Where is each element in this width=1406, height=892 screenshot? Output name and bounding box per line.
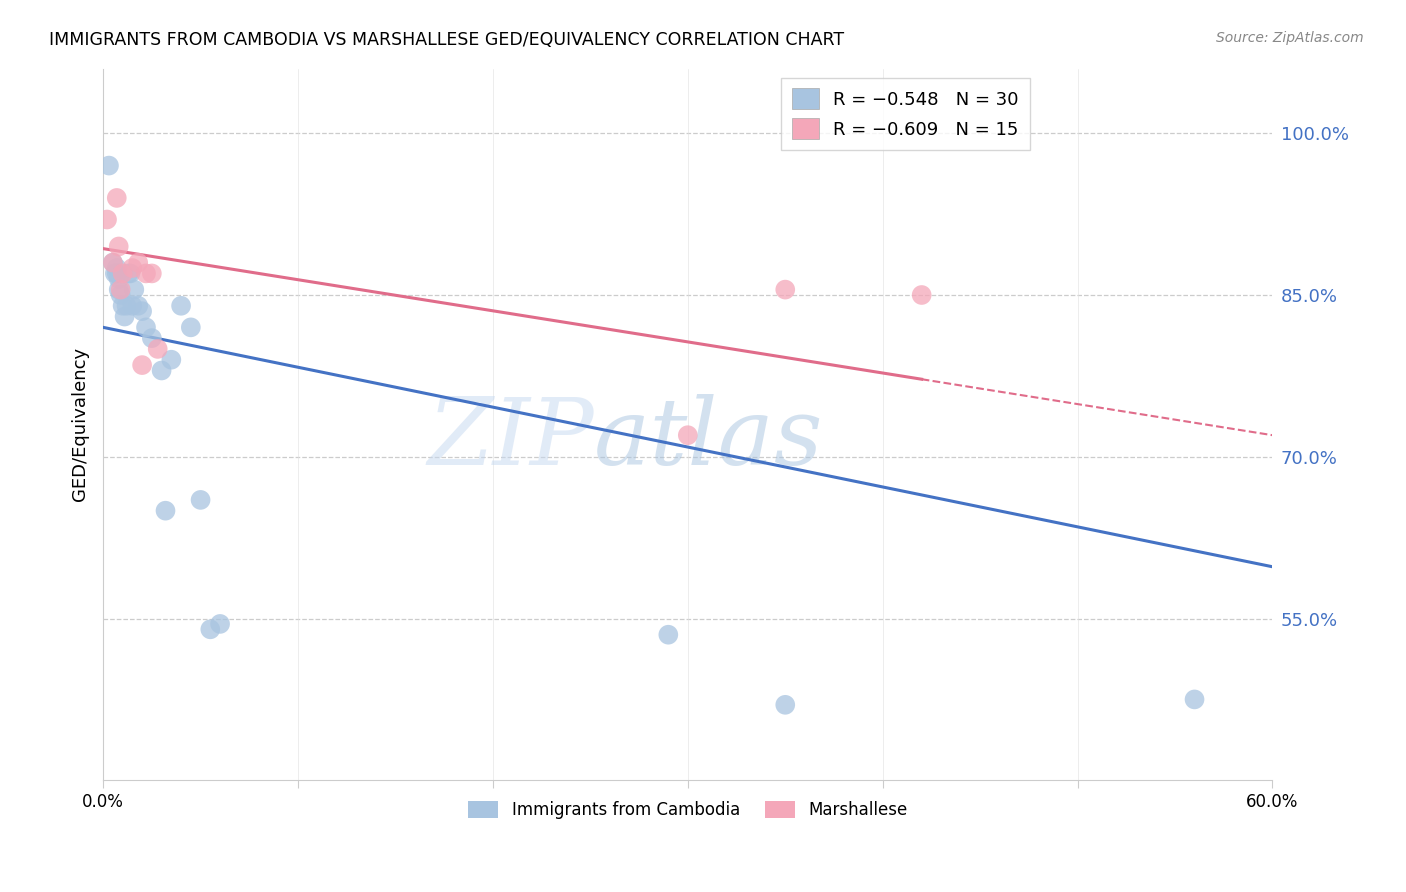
Point: [190, 492, 212, 507]
Point: [117, 267, 139, 281]
Point: [121, 299, 143, 313]
Point: [121, 260, 143, 275]
Point: [170, 299, 193, 313]
Point: [107, 272, 129, 286]
Point: [135, 267, 157, 281]
Point: [131, 358, 153, 372]
Point: [775, 698, 797, 712]
Point: [180, 320, 202, 334]
Point: [111, 267, 134, 281]
Point: [124, 283, 146, 297]
Point: [114, 310, 136, 324]
Y-axis label: GED/Equivalency: GED/Equivalency: [72, 347, 89, 501]
Point: [105, 260, 128, 275]
Point: [101, 255, 124, 269]
Point: [135, 320, 157, 334]
Point: [96, 212, 118, 227]
Legend: Immigrants from Cambodia, Marshallese: Immigrants from Cambodia, Marshallese: [461, 794, 914, 825]
Point: [120, 267, 142, 281]
Point: [127, 255, 149, 269]
Point: [141, 267, 163, 281]
Point: [141, 331, 163, 345]
Point: [101, 255, 124, 269]
Point: [676, 428, 699, 442]
Point: [105, 191, 128, 205]
Point: [111, 299, 134, 313]
Point: [107, 283, 129, 297]
Point: [131, 304, 153, 318]
Point: [104, 267, 127, 281]
Point: [115, 299, 138, 313]
Point: [146, 342, 169, 356]
Text: ZIP: ZIP: [427, 393, 595, 483]
Point: [150, 363, 173, 377]
Point: [155, 504, 177, 518]
Point: [110, 288, 132, 302]
Point: [209, 616, 232, 631]
Point: [1184, 692, 1206, 706]
Point: [98, 159, 121, 173]
Point: [775, 283, 797, 297]
Text: atlas: atlas: [595, 393, 824, 483]
Point: [110, 283, 132, 297]
Point: [160, 352, 183, 367]
Point: [105, 267, 128, 281]
Point: [107, 239, 129, 253]
Text: IMMIGRANTS FROM CAMBODIA VS MARSHALLESE GED/EQUIVALENCY CORRELATION CHART: IMMIGRANTS FROM CAMBODIA VS MARSHALLESE …: [49, 31, 845, 49]
Text: Source: ZipAtlas.com: Source: ZipAtlas.com: [1216, 31, 1364, 45]
Point: [657, 628, 679, 642]
Point: [127, 299, 149, 313]
Point: [200, 623, 222, 637]
Point: [911, 288, 934, 302]
